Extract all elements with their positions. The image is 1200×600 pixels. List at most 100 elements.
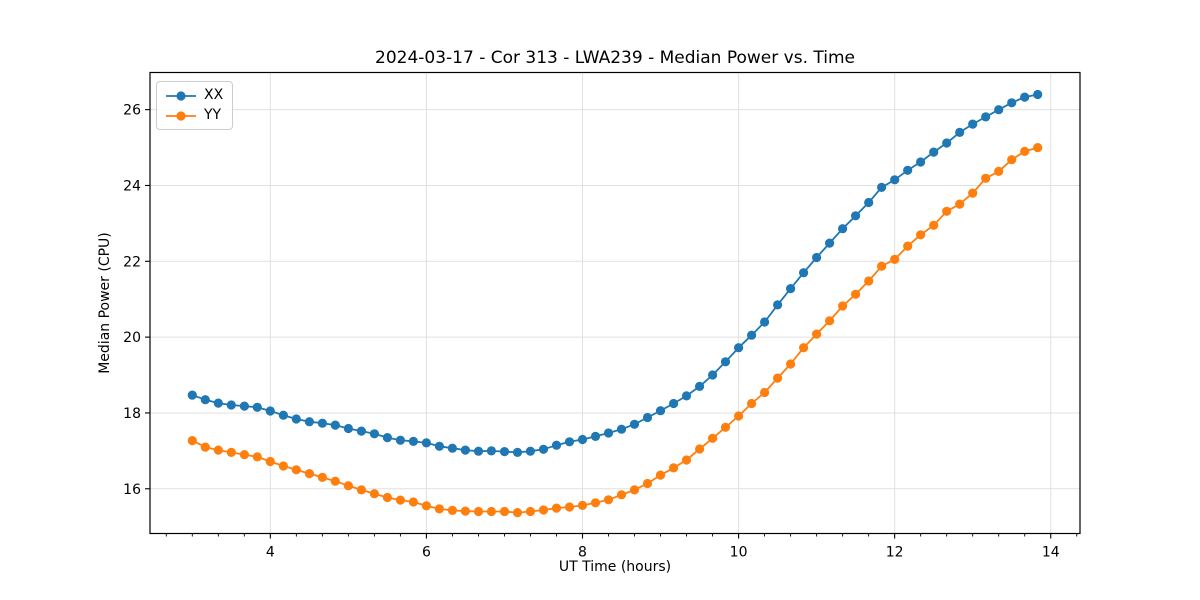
data-point-marker <box>486 446 496 456</box>
data-point-marker <box>473 446 484 456</box>
data-point-marker <box>760 317 770 327</box>
data-point-marker <box>486 506 496 517</box>
data-point-marker <box>200 395 210 405</box>
y-axis-ticks: 16 18 20 22 24 26 <box>123 103 150 498</box>
data-point-marker <box>226 447 236 457</box>
data-point-marker <box>434 441 444 451</box>
data-point-marker <box>695 381 705 391</box>
data-point-marker <box>421 501 431 511</box>
data-point-marker <box>369 429 379 439</box>
data-point-marker <box>512 507 523 518</box>
legend-line-marker-icon <box>166 90 196 101</box>
data-point-marker <box>1033 89 1043 100</box>
series-yy <box>187 143 1043 518</box>
data-point-marker <box>408 497 418 507</box>
data-point-marker <box>564 502 575 512</box>
data-point-marker <box>877 182 887 192</box>
data-point-marker <box>955 199 965 209</box>
data-point-marker <box>590 498 601 508</box>
data-point-marker <box>903 165 913 175</box>
data-point-marker <box>851 211 861 221</box>
data-point-marker <box>538 505 549 515</box>
data-point-marker <box>708 370 718 380</box>
data-point-marker <box>382 433 392 443</box>
y-tick-label: 24 <box>123 178 141 194</box>
data-point-marker <box>616 424 627 434</box>
data-point-marker <box>708 433 718 443</box>
data-point-marker <box>278 461 288 471</box>
gridlines <box>150 72 1080 534</box>
legend-item-yy: YY <box>165 107 223 124</box>
data-point-marker <box>577 434 588 445</box>
data-point-marker <box>252 452 262 462</box>
data-point-marker <box>343 423 353 434</box>
data-point-marker <box>942 138 952 148</box>
x-axis-ticks: 4 6 8 10 12 14 <box>165 533 1078 561</box>
data-point-marker <box>499 506 510 517</box>
data-point-marker <box>408 436 418 446</box>
data-point-marker <box>512 447 523 457</box>
data-point-marker <box>838 301 848 311</box>
y-axis-label: Median Power (CPU) <box>97 232 113 374</box>
data-point-marker <box>942 206 952 216</box>
data-point-marker <box>1033 143 1043 153</box>
data-point-marker <box>278 410 288 420</box>
data-point-marker <box>812 329 822 339</box>
data-point-marker <box>968 188 978 198</box>
data-point-marker <box>291 414 301 424</box>
data-point-marker <box>681 391 692 401</box>
data-point-marker <box>747 398 757 409</box>
data-point-marker <box>421 438 431 448</box>
data-point-marker <box>382 492 392 503</box>
data-point-marker <box>903 241 913 251</box>
series-xx <box>187 89 1043 457</box>
legend-line-marker-icon <box>166 110 196 121</box>
data-point-marker <box>265 456 275 467</box>
data-point-marker <box>929 147 939 157</box>
data-point-marker <box>825 238 835 248</box>
data-point-marker <box>747 330 757 340</box>
data-point-marker <box>239 450 249 460</box>
x-tick-label: 4 <box>266 545 275 561</box>
data-point-marker <box>760 387 770 398</box>
data-point-marker <box>330 476 340 486</box>
data-point-marker <box>799 343 809 353</box>
data-point-marker <box>916 230 926 240</box>
data-point-marker <box>239 401 249 411</box>
data-point-marker <box>890 254 900 264</box>
data-point-marker <box>525 506 536 517</box>
legend-item-xx: XX <box>165 87 223 104</box>
y-tick-label: 26 <box>123 103 141 119</box>
legend-label-yy: YY <box>204 107 222 123</box>
data-point-marker <box>695 444 705 454</box>
data-point-marker <box>981 112 991 122</box>
data-point-marker <box>929 220 939 230</box>
data-point-marker <box>577 500 588 510</box>
data-point-marker <box>200 442 210 452</box>
data-point-marker <box>252 402 262 412</box>
x-tick-label: 6 <box>422 545 431 561</box>
data-point-marker <box>265 406 275 416</box>
data-point-marker <box>877 261 887 271</box>
data-point-marker <box>187 390 197 400</box>
data-point-marker <box>773 300 783 310</box>
data-point-marker <box>720 422 731 432</box>
x-axis-label: UT Time (hours) <box>558 559 672 575</box>
data-point-marker <box>187 436 197 446</box>
data-point-marker <box>851 289 861 299</box>
x-tick-label: 14 <box>1042 545 1060 561</box>
data-point-marker <box>551 503 562 513</box>
data-point-marker <box>838 224 848 234</box>
data-point-marker <box>291 465 301 475</box>
y-tick-label: 16 <box>123 482 141 498</box>
data-point-marker <box>356 426 366 436</box>
data-point-marker <box>213 445 223 455</box>
x-tick-label: 8 <box>578 545 587 561</box>
legend-label-xx: XX <box>204 87 224 103</box>
data-point-marker <box>864 276 874 286</box>
data-point-marker <box>564 437 575 447</box>
data-point-marker <box>786 284 796 294</box>
data-point-marker <box>538 444 549 454</box>
data-point-marker <box>330 420 340 430</box>
